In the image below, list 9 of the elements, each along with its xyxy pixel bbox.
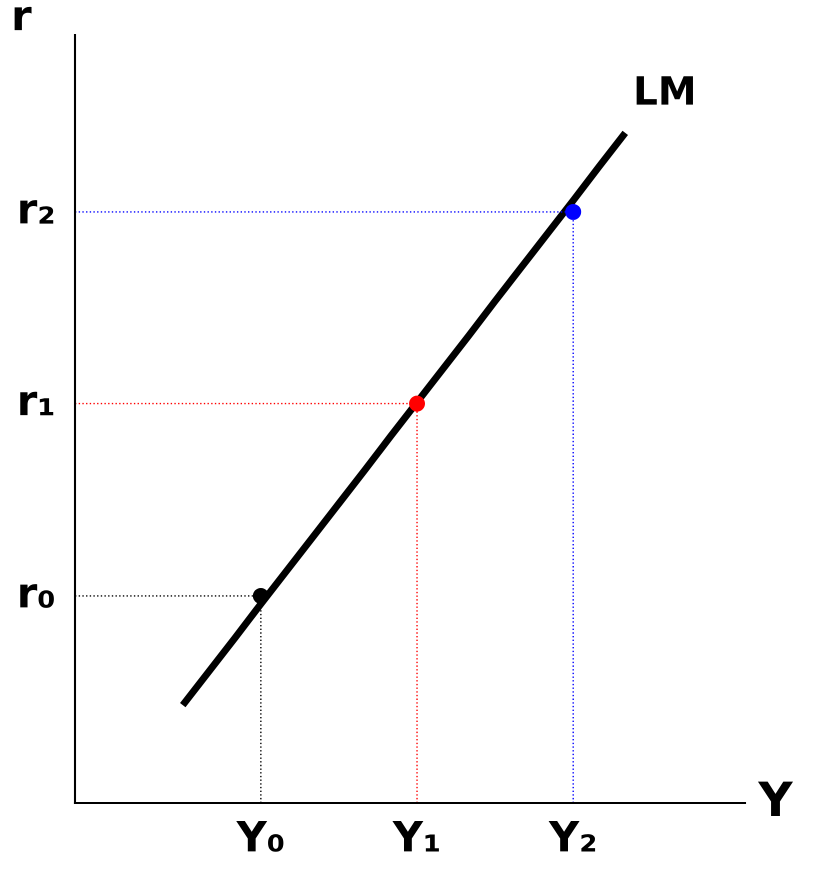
x-tick-label: Y₀ <box>236 820 284 852</box>
x-tick-label: Y₂ <box>548 820 596 852</box>
series-label: LM <box>636 76 693 105</box>
y-axis-title: r <box>14 6 32 30</box>
ref-line-label: r₀ <box>20 584 54 608</box>
ref-line-label: r₂ <box>20 200 54 224</box>
x-axis-title: Y <box>758 782 794 816</box>
ref-line-label: r₁ <box>20 392 54 416</box>
x-tick-label: Y₁ <box>392 820 439 852</box>
